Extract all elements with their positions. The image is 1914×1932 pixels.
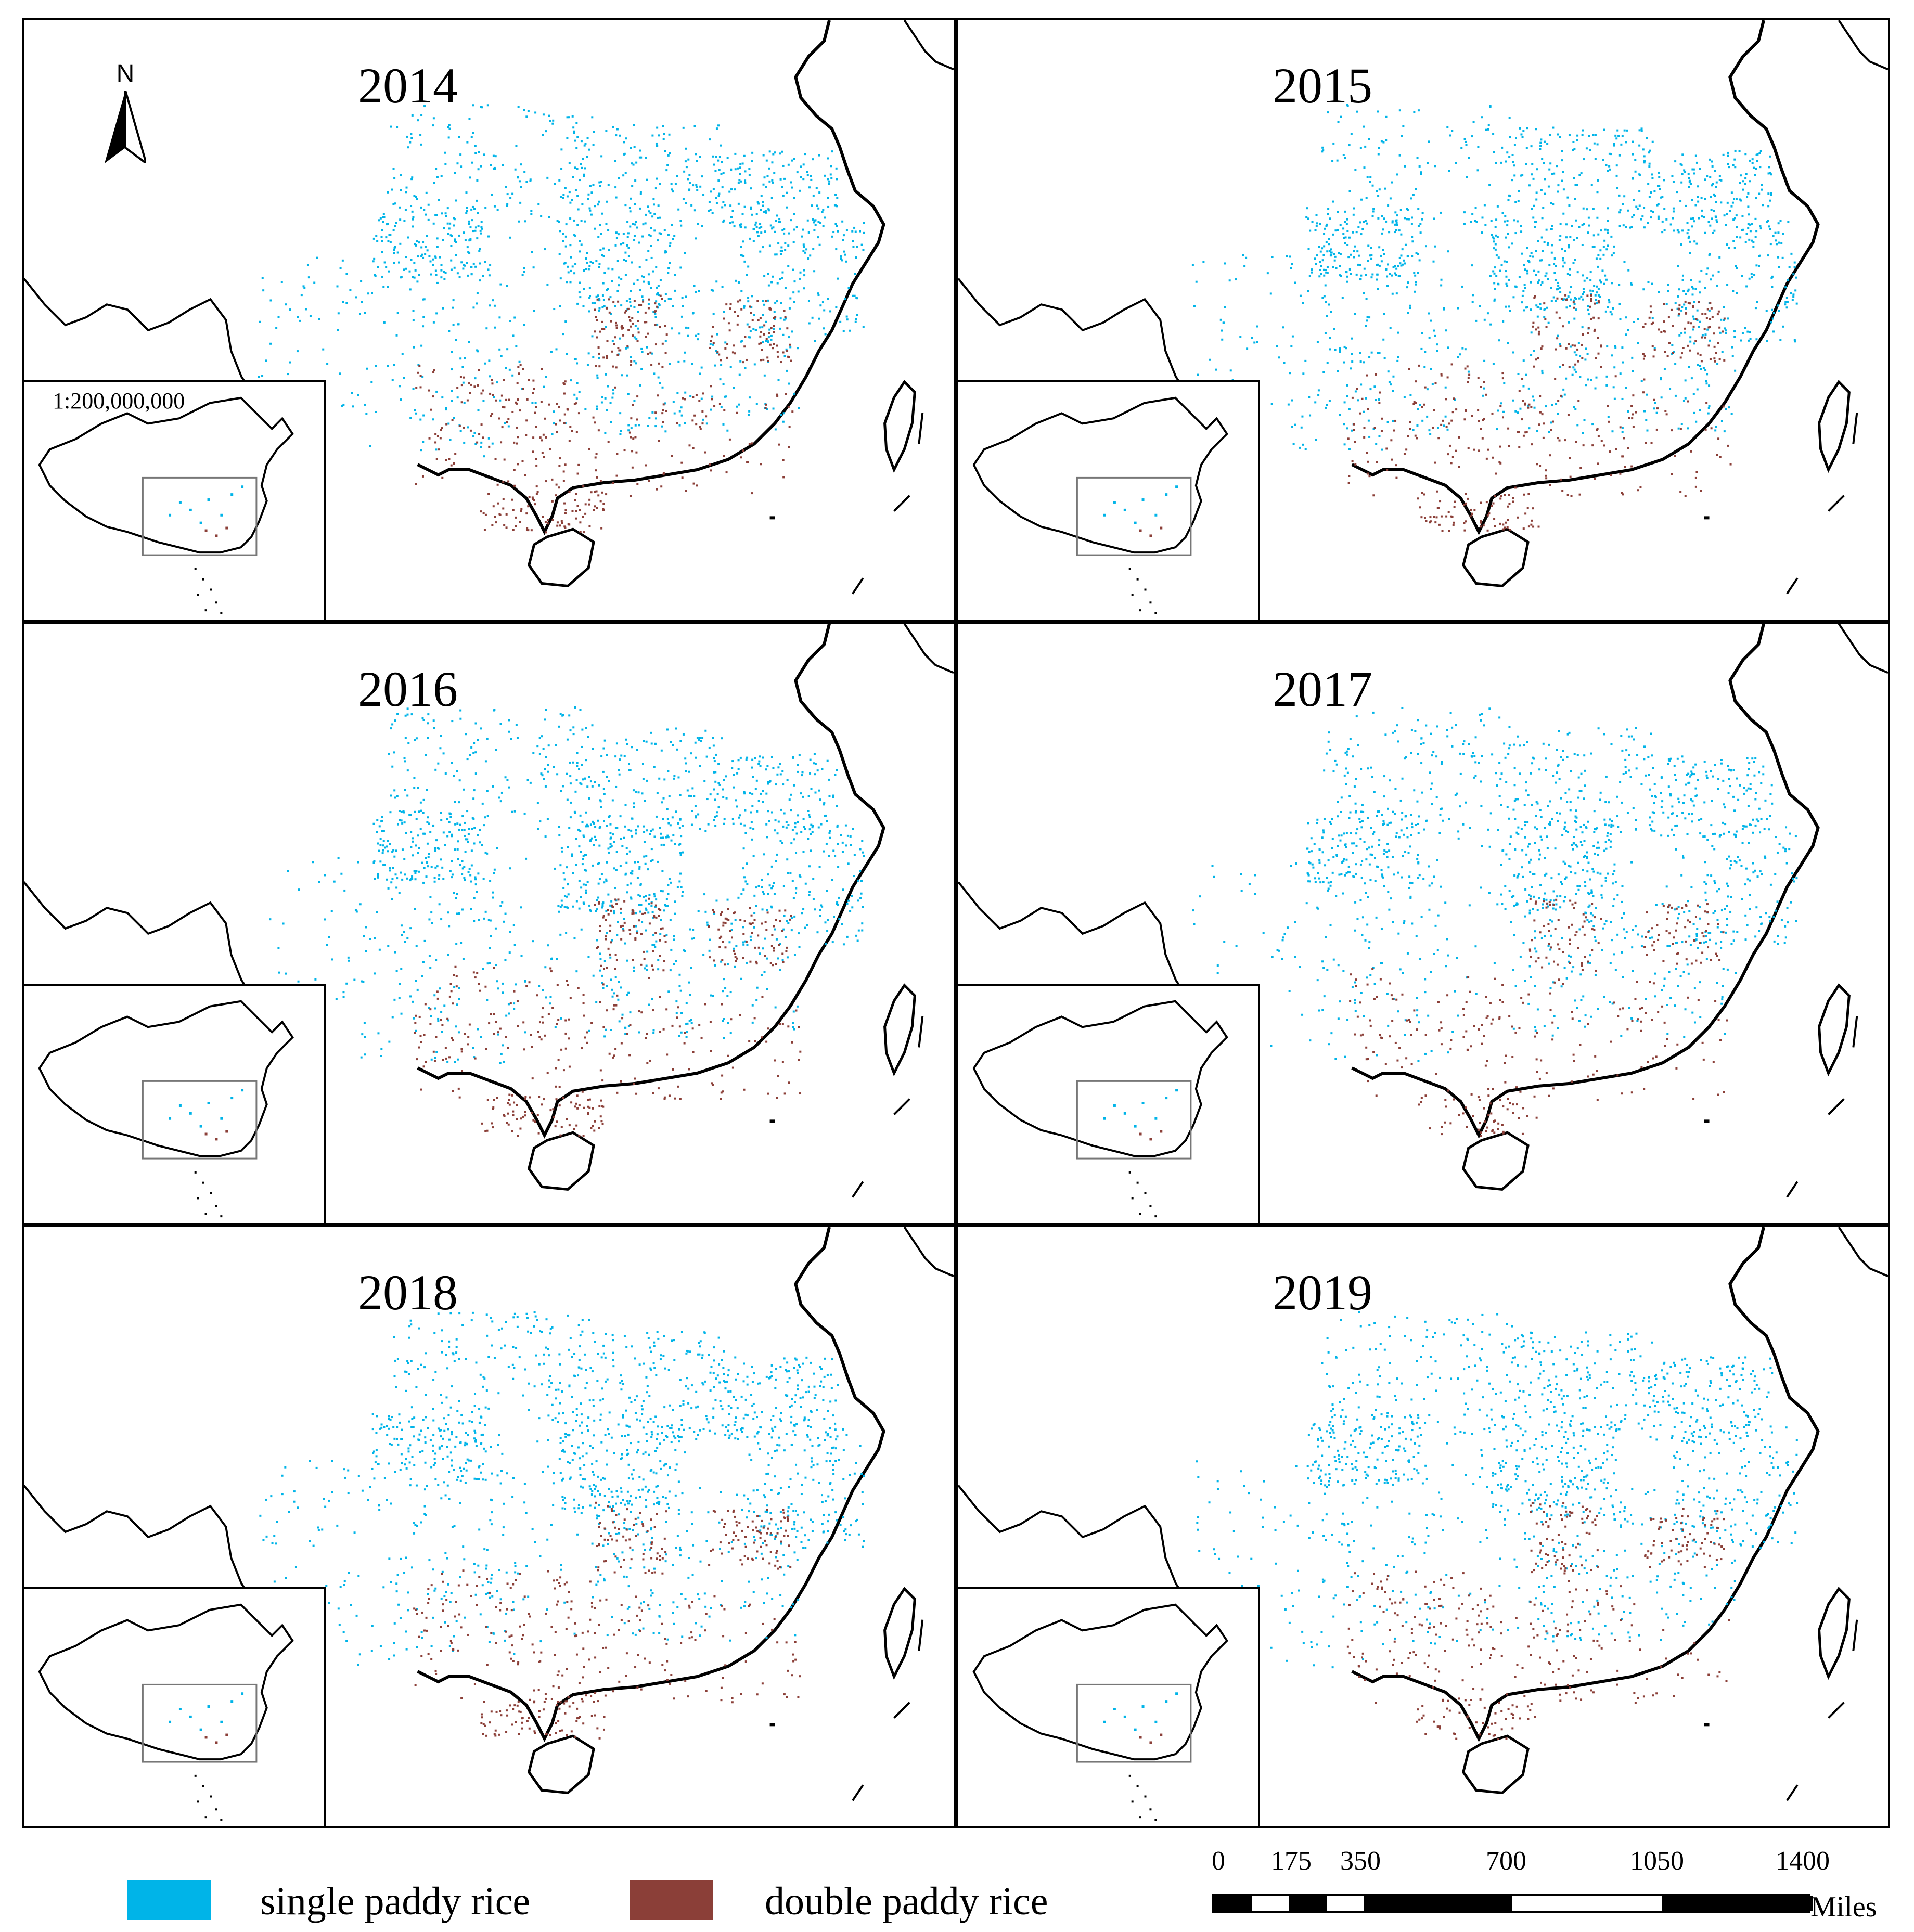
china-map bbox=[24, 624, 954, 1198]
north-arrow: N bbox=[99, 59, 151, 163]
china-map bbox=[24, 1227, 954, 1801]
legend: single paddy rice double paddy rice 0 17… bbox=[0, 1831, 1914, 1932]
scale-tick-350: 350 bbox=[1340, 1846, 1381, 1876]
single-rice-dots bbox=[259, 1311, 865, 1666]
map-panel-2019: 2019 bbox=[956, 1225, 1890, 1828]
map-panel-2015: 2015 bbox=[956, 18, 1890, 622]
single-rice-dots bbox=[1191, 706, 1798, 1062]
double-rice-dots bbox=[414, 897, 802, 1137]
scale-tick-175: 175 bbox=[1271, 1846, 1312, 1876]
panel-year: 2015 bbox=[1273, 58, 1372, 113]
scale-tick-1050: 1050 bbox=[1630, 1846, 1684, 1876]
china-map bbox=[24, 20, 954, 595]
double-rice-dots bbox=[413, 1501, 801, 1740]
panel-year: 2018 bbox=[358, 1265, 458, 1320]
single-rice-dots bbox=[1191, 104, 1798, 451]
double-rice-dots bbox=[1347, 294, 1732, 532]
inset-map: 1:200,000,000 bbox=[24, 380, 326, 620]
inset-map bbox=[958, 380, 1260, 620]
single-rice-dots bbox=[258, 104, 865, 458]
panel-year: 2017 bbox=[1273, 661, 1372, 717]
single-rice-dots bbox=[269, 706, 865, 1064]
inset-scale-text: 1:200,000,000 bbox=[53, 388, 185, 414]
map-panel-2018: 2018 bbox=[22, 1225, 956, 1828]
single-rice-dots bbox=[1196, 1311, 1799, 1669]
scale-tick-0: 0 bbox=[1212, 1846, 1225, 1876]
map-panel-2014: 2014 1:200,000,000 N bbox=[22, 18, 956, 622]
china-map bbox=[958, 20, 1888, 595]
china-map bbox=[958, 624, 1888, 1198]
double-rice-dots bbox=[415, 294, 794, 534]
scale-bar-graphic bbox=[1212, 1894, 1813, 1913]
inset-map bbox=[24, 984, 326, 1223]
panel-year: 2016 bbox=[358, 661, 458, 717]
scale-tick-700: 700 bbox=[1486, 1846, 1526, 1876]
scale-tick-1400: 1400 bbox=[1776, 1846, 1830, 1876]
legend-swatch-single bbox=[127, 1880, 211, 1920]
inset-map bbox=[958, 1587, 1260, 1826]
panel-year: 2019 bbox=[1273, 1265, 1372, 1320]
legend-label-single: single paddy rice bbox=[260, 1879, 531, 1923]
china-map bbox=[958, 1227, 1888, 1801]
inset-map bbox=[958, 984, 1260, 1223]
scale-bar: 0 175 350 700 1050 1400 Miles bbox=[1212, 1846, 1904, 1924]
legend-swatch-double bbox=[630, 1880, 713, 1920]
inset-map bbox=[24, 1587, 326, 1826]
legend-label-double: double paddy rice bbox=[765, 1879, 1048, 1923]
map-panel-2017: 2017 bbox=[956, 622, 1890, 1225]
map-panel-2016: 2016 bbox=[22, 622, 956, 1225]
panel-year: 2014 bbox=[358, 58, 458, 113]
north-arrow-icon bbox=[105, 91, 146, 163]
scale-unit: Miles bbox=[1810, 1891, 1877, 1923]
north-label: N bbox=[116, 60, 135, 87]
double-rice-dots bbox=[1349, 897, 1728, 1137]
double-rice-dots bbox=[1346, 1502, 1730, 1740]
